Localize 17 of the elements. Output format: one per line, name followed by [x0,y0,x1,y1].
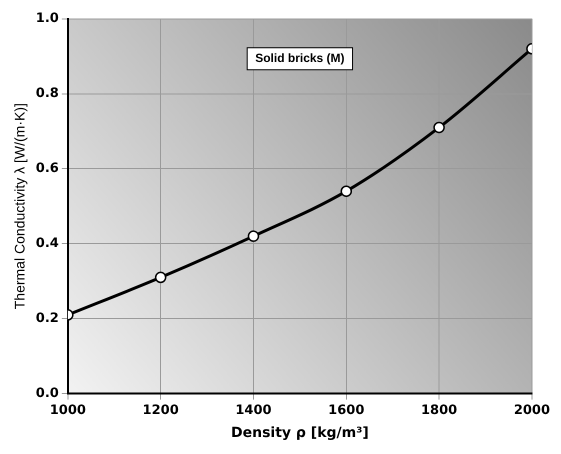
y-axis-title: Thermal Conductivity λ [W/(m·K)] [11,103,28,310]
x-tick-label: 1000 [50,402,86,418]
point [248,230,260,242]
y-tick-label: 0.0 [36,386,59,401]
y-tick-label: 1.0 [36,11,59,26]
x-tick-label: 2000 [514,402,550,418]
x-tick-label: 1800 [421,402,458,418]
x-tick-label: 1400 [235,402,272,418]
y-tick-label: 0.6 [36,161,59,176]
point [340,185,352,197]
y-tick-label: 0.4 [36,236,59,252]
x-axis-title: Density ρ [kg/m³] [230,425,369,442]
y-tick-label: 0.8 [36,86,59,102]
y-tick-label: 0.2 [36,311,59,326]
annotation: Solid bricks (M) [255,51,345,66]
x-tick-label: 1200 [142,402,179,418]
x-tick-label: 1600 [328,402,364,418]
